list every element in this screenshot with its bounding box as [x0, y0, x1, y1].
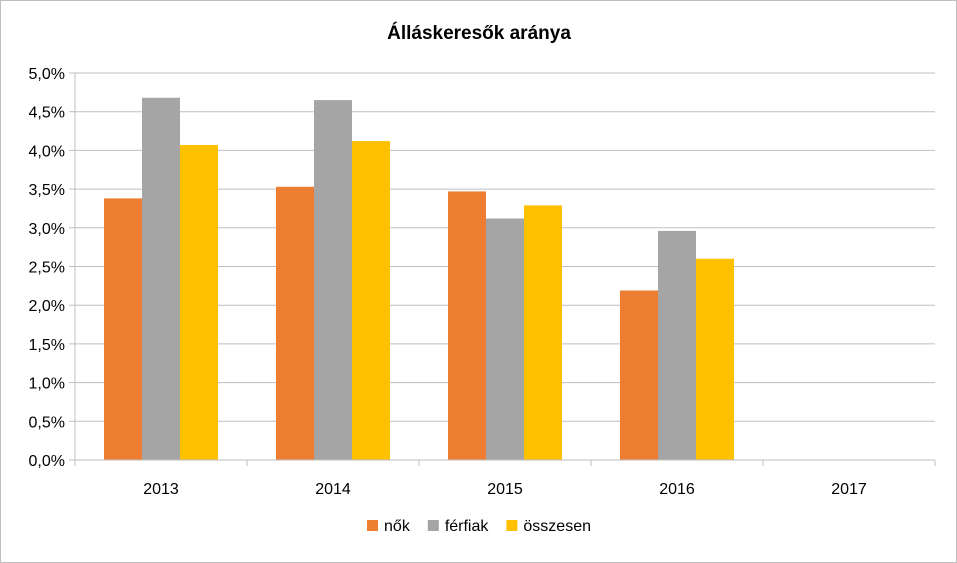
- y-tick-label: 4,5%: [29, 105, 65, 122]
- bar-2014-0: [276, 186, 314, 460]
- y-axis: 0,0% 0,5% 1,0% 1,5% 2,0% 2,5% 3,0% 3,5% 4,0% 4,5%…: [29, 66, 76, 470]
- bar-2015-0: [448, 191, 486, 460]
- bar-2014-2: [352, 141, 390, 460]
- x-tick-label: 2013: [143, 481, 179, 498]
- y-tick-label: 2,0%: [29, 298, 65, 315]
- legend-swatch: [506, 520, 518, 531]
- bar-2013-2: [180, 144, 218, 460]
- y-tick-label: 2,5%: [29, 260, 65, 277]
- y-tick-label: 3,0%: [29, 221, 65, 238]
- bar-2016-1: [658, 230, 696, 460]
- bar-2014-1: [314, 100, 352, 460]
- y-tick-label: 5,0%: [29, 66, 65, 83]
- bar-2016-0: [620, 290, 658, 460]
- chart-title: Álláskeresők aránya: [387, 22, 571, 44]
- bar-2015-1: [486, 218, 524, 460]
- x-tick-label: 2015: [487, 481, 523, 498]
- bars: [104, 97, 734, 460]
- legend: nők férfiak összesen: [367, 518, 591, 535]
- legend-label: nők: [384, 518, 411, 535]
- bar-2015-2: [524, 205, 562, 460]
- legend-swatch: [367, 520, 379, 531]
- bar-2013-0: [104, 198, 142, 460]
- x-tick-label: 2014: [315, 481, 351, 498]
- bar-2016-2: [696, 258, 734, 460]
- y-tick-label: 1,5%: [29, 337, 65, 354]
- y-tick-label: 0,0%: [29, 453, 65, 470]
- legend-label: férfiak: [445, 518, 490, 535]
- x-axis: 2013 2014 2015 2016 2017: [74, 459, 936, 498]
- legend-swatch: [427, 520, 439, 531]
- y-tick-label: 1,0%: [29, 376, 65, 393]
- x-tick-label: 2017: [831, 481, 867, 498]
- x-tick-label: 2016: [659, 481, 695, 498]
- y-tick-label: 3,5%: [29, 182, 65, 199]
- bar-2013-1: [142, 97, 180, 460]
- y-tick-label: 0,5%: [29, 414, 65, 431]
- legend-label: összesen: [523, 518, 591, 535]
- y-tick-label: 4,0%: [29, 143, 65, 160]
